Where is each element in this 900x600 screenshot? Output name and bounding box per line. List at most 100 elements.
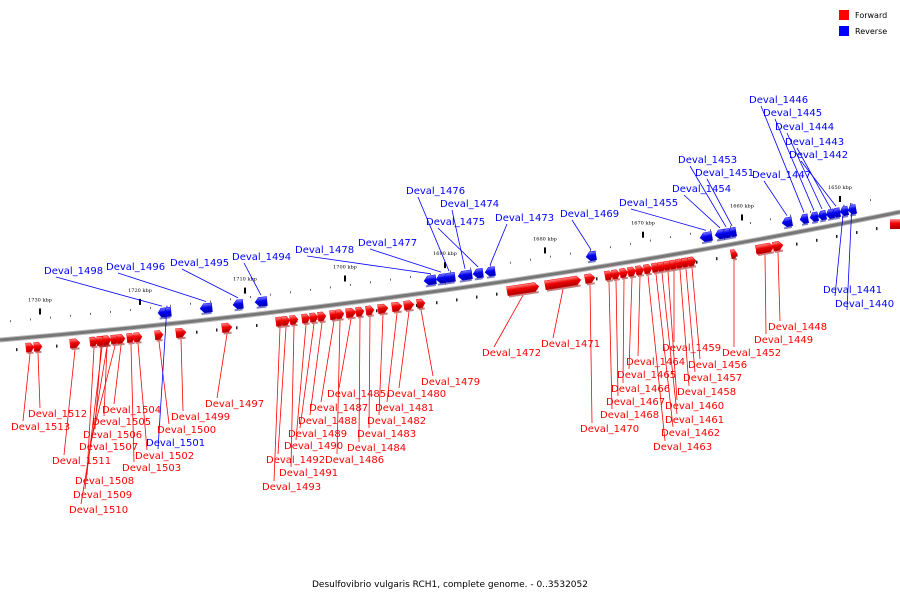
- gene-arrow-deval-1442[interactable]: [831, 207, 842, 220]
- gene-label[interactable]: Deval_1444: [775, 122, 834, 133]
- gene-arrow-deval-1506[interactable]: [96, 335, 106, 348]
- gene-arrow-deval-1496[interactable]: [199, 302, 213, 315]
- gene-label[interactable]: Deval_1481: [375, 403, 434, 414]
- gene-label[interactable]: Deval_1456: [688, 360, 747, 371]
- gene-label[interactable]: Deval_1470: [580, 424, 639, 435]
- gene-label[interactable]: Deval_1466: [611, 384, 670, 395]
- gene-label[interactable]: Deval_1441: [823, 285, 882, 296]
- gene-arrow-deval-1468[interactable]: [604, 270, 614, 283]
- gene-arrow-deval-1455[interactable]: [699, 231, 713, 245]
- gene-arrow-deval-1507[interactable]: [110, 334, 120, 347]
- gene-arrow-deval-1478[interactable]: [423, 274, 437, 288]
- gene-label[interactable]: Deval_1497: [205, 399, 264, 410]
- gene-arrow-deval-1475[interactable]: [472, 267, 484, 281]
- gene-label[interactable]: Deval_1487: [309, 403, 368, 414]
- gene-arrow-deval-1465[interactable]: [627, 266, 637, 279]
- gene-label[interactable]: Deval_1494: [232, 252, 291, 263]
- gene-label[interactable]: Deval_1463: [653, 442, 712, 453]
- gene-arrow-deval-1484[interactable]: [355, 306, 365, 319]
- gene-label[interactable]: Deval_1492: [266, 455, 325, 466]
- gene-arrow-deval-1500[interactable]: [154, 330, 164, 342]
- gene-label[interactable]: Deval_1462: [661, 428, 720, 439]
- gene-label[interactable]: Deval_1480: [387, 389, 446, 400]
- gene-arrow-deval-1485[interactable]: [345, 307, 357, 320]
- gene-arrow-deval-1495[interactable]: [232, 299, 244, 312]
- gene-label[interactable]: Deval_1449: [754, 335, 813, 346]
- gene-label[interactable]: Deval_1490: [284, 441, 343, 452]
- gene-arrow-deval-1447[interactable]: [781, 216, 794, 230]
- gene-arrow-deval-1491[interactable]: [289, 314, 299, 327]
- gene-label[interactable]: Deval_1451: [695, 168, 754, 179]
- gene-arrow-deval-1452[interactable]: [729, 249, 738, 261]
- gene-label[interactable]: Deval_1453: [678, 155, 737, 166]
- gene-label[interactable]: Deval_1448: [768, 322, 827, 333]
- gene-label[interactable]: Deval_1483: [357, 429, 416, 440]
- gene-arrow-deval-1498[interactable]: [157, 307, 167, 320]
- gene-label[interactable]: Deval_1460: [665, 401, 724, 412]
- gene-label[interactable]: Deval_1511: [52, 456, 111, 467]
- gene-arrow-deval-1508[interactable]: [89, 336, 99, 349]
- gene-arrow-deval-1488[interactable]: [317, 311, 327, 324]
- gene-arrow-deval-1482[interactable]: [377, 303, 389, 316]
- gene-label[interactable]: Deval_1508: [75, 476, 134, 487]
- gene-arrow-deval-1497[interactable]: [221, 322, 233, 335]
- gene-arrow-deval-1513[interactable]: [25, 342, 35, 355]
- gene-arrow-deval-1492[interactable]: [281, 315, 291, 328]
- gene-arrow-deval-1463[interactable]: [643, 264, 653, 276]
- gene-label[interactable]: Deval_1507: [79, 442, 138, 453]
- gene-arrow-deval-1453[interactable]: [721, 227, 732, 241]
- gene-label[interactable]: Deval_1461: [665, 415, 724, 426]
- gene-label[interactable]: Deval_1484: [347, 443, 406, 454]
- gene-arrow-deval-1494[interactable]: [254, 296, 268, 309]
- gene-arrow-deval-1477[interactable]: [435, 273, 447, 286]
- gene-label[interactable]: Deval_1469: [560, 209, 619, 220]
- gene-label[interactable]: Deval_1468: [600, 410, 659, 421]
- gene-label[interactable]: Deval_1442: [789, 150, 848, 161]
- gene-arrow-deval-1489[interactable]: [309, 312, 319, 325]
- gene-label[interactable]: Deval_1467: [606, 397, 665, 408]
- gene-label[interactable]: Deval_1465: [617, 370, 676, 381]
- gene-arrow-deval-1502[interactable]: [133, 332, 143, 344]
- gene-label[interactable]: Deval_1471: [541, 339, 600, 350]
- gene-arrow-deval-1503[interactable]: [126, 332, 136, 345]
- gene-label[interactable]: Deval_1475: [426, 217, 485, 228]
- gene-label[interactable]: Deval_1474: [440, 199, 499, 210]
- gene-arrow-deval-1471[interactable]: [544, 275, 582, 292]
- gene-label[interactable]: Deval_1446: [749, 95, 808, 106]
- gene-arrow-deval-1449[interactable]: [755, 242, 775, 257]
- gene-label[interactable]: Deval_1464: [626, 357, 685, 368]
- gene-label[interactable]: Deval_1513: [11, 422, 70, 433]
- gene-label[interactable]: Deval_1495: [170, 258, 229, 269]
- gene-arrow-deval-1511[interactable]: [69, 338, 81, 351]
- gene-arrow-deval-1474[interactable]: [457, 269, 473, 283]
- gene-arrow-deval-1476[interactable]: [442, 272, 456, 285]
- gene-label[interactable]: Deval_1459: [662, 343, 721, 354]
- gene-arrow-deval-1443[interactable]: [825, 208, 836, 221]
- gene-label[interactable]: Deval_1488: [298, 416, 357, 427]
- gene-label[interactable]: Deval_1504: [102, 405, 161, 416]
- gene-arrow-deval-1456[interactable]: [687, 256, 697, 269]
- gene-arrow-deval-1479[interactable]: [416, 298, 426, 311]
- gene-label[interactable]: Deval_1512: [28, 409, 87, 420]
- gene-arrow-deval-1444[interactable]: [817, 210, 828, 223]
- gene-arrow-deval-1448[interactable]: [771, 241, 784, 254]
- gene-label[interactable]: Deval_1493: [262, 482, 321, 493]
- gene-label[interactable]: Deval_1491: [279, 468, 338, 479]
- gene-label[interactable]: Deval_1486: [325, 455, 384, 466]
- gene-arrow-deval-1504[interactable]: [116, 333, 126, 346]
- gene-label[interactable]: Deval_1454: [672, 184, 731, 195]
- gene-arrow-deval-1467[interactable]: [611, 269, 621, 282]
- gene-label[interactable]: Deval_1445: [763, 108, 822, 119]
- gene-label[interactable]: Deval_1510: [69, 505, 128, 516]
- gene-arrow-deval-1486[interactable]: [335, 309, 345, 321]
- gene-arrow-deval-1472[interactable]: [506, 282, 540, 298]
- gene-label[interactable]: Deval_1473: [495, 213, 554, 224]
- gene-label[interactable]: Deval_1498: [44, 266, 103, 277]
- gene-label[interactable]: Deval_1472: [482, 348, 541, 359]
- gene-arrow-deval-1445[interactable]: [809, 211, 820, 224]
- gene-arrow-deval-1473[interactable]: [484, 266, 496, 279]
- gene-label[interactable]: Deval_1443: [785, 137, 844, 148]
- gene-label[interactable]: Deval_1482: [367, 416, 426, 427]
- gene-arrow-deval-1499[interactable]: [175, 327, 187, 340]
- gene-label[interactable]: Deval_1499: [171, 412, 230, 423]
